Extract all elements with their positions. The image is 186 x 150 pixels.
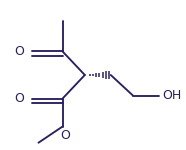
Text: O: O: [15, 45, 25, 58]
Text: OH: OH: [163, 89, 182, 102]
Text: O: O: [15, 92, 25, 105]
Text: O: O: [60, 129, 70, 142]
